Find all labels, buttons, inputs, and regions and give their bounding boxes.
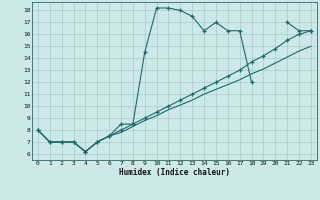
X-axis label: Humidex (Indice chaleur): Humidex (Indice chaleur) [119,168,230,177]
